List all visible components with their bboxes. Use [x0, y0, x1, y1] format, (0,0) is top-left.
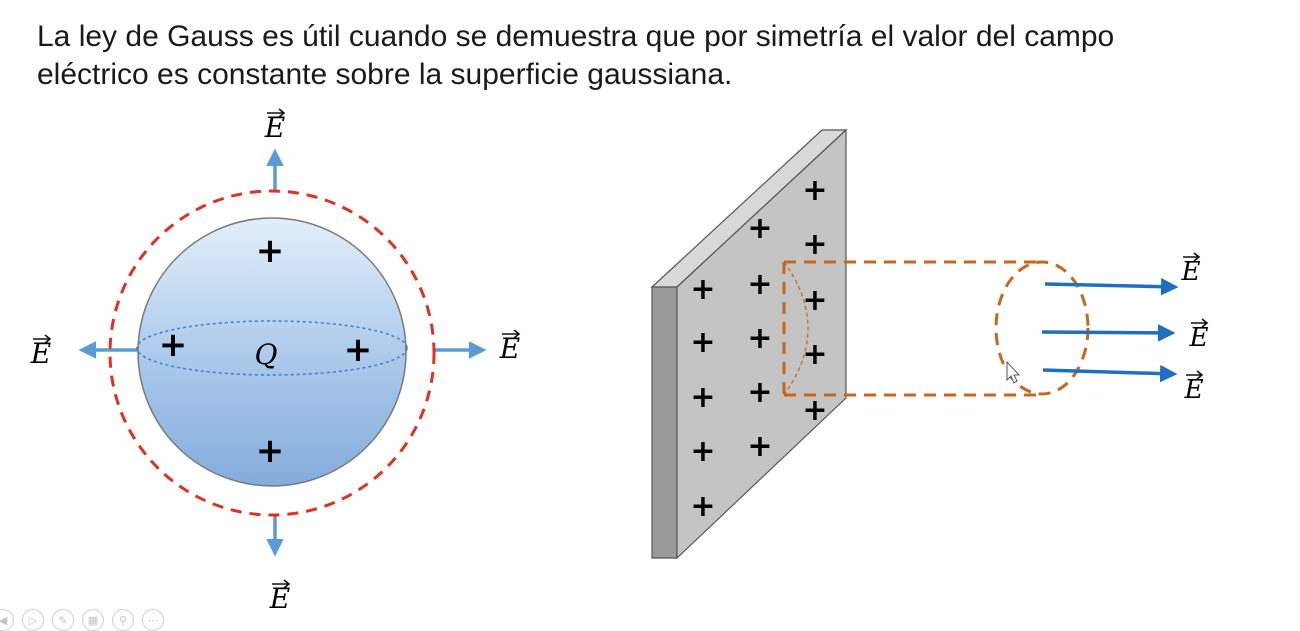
field-label-right: E [499, 329, 521, 365]
intro-text: La ley de Gauss es útil cuando se demues… [37, 18, 1287, 94]
plate-side-edge [651, 286, 678, 559]
intro-line-1: La ley de Gauss es útil cuando se demues… [37, 20, 1115, 53]
svg-text:E: E [1181, 257, 1201, 287]
cylinder-end-cap [994, 260, 1090, 396]
plate-field-label: E [1189, 318, 1209, 353]
zoom-icon[interactable]: ⚲ [112, 609, 134, 631]
svg-text:E: E [269, 582, 290, 615]
plus-charge: + [747, 375, 772, 410]
sphere-equator [136, 320, 408, 376]
field-label-bottom: E [269, 579, 291, 615]
charged-plate-figure: + + + + + + + + + + + + + + + [650, 128, 1209, 560]
plate-face [676, 128, 847, 560]
plus-charge: + [690, 272, 715, 307]
svg-text:E: E [1189, 323, 1209, 353]
field-label-top: E [264, 108, 286, 144]
play-icon[interactable]: ▷ [22, 609, 44, 631]
plate-charges: + + + + + + + + + + + + + + + [690, 173, 827, 524]
plate-field-arrow [1044, 277, 1179, 296]
gaussian-cylinder [782, 260, 1090, 397]
slides-icon[interactable]: ▦ [82, 609, 104, 631]
plus-charge: + [747, 267, 772, 302]
plus-charge: + [802, 283, 827, 318]
plus-charge: + [690, 380, 715, 415]
plate-field-arrow [1042, 364, 1178, 383]
gaussian-sphere [108, 189, 436, 517]
plus-charge: + [256, 231, 285, 271]
plus-charge: + [690, 325, 715, 360]
plus-charge: + [344, 330, 373, 370]
charged-sphere [137, 217, 407, 487]
plus-charge: + [690, 489, 715, 524]
plus-charge: + [802, 227, 827, 262]
svg-text:E: E [499, 332, 520, 365]
svg-text:E: E [30, 337, 51, 370]
charge-label: Q [255, 338, 278, 371]
plate-field-arrow [1041, 324, 1176, 342]
field-label-left: E [30, 334, 52, 370]
plus-charge: + [256, 431, 285, 471]
slideshow-toolbar: ◀ ▷ ✎ ▦ ⚲ ⋯ [0, 609, 164, 631]
plate-field-label: E [1181, 252, 1201, 287]
charged-sphere-figure: + + + + Q E E E E [30, 108, 521, 615]
plus-charge: + [747, 429, 772, 464]
plus-charge: + [159, 325, 188, 365]
mouse-cursor-icon [1006, 360, 1021, 384]
plus-charge: + [690, 434, 715, 469]
plus-charge: + [802, 173, 827, 208]
svg-text:E: E [264, 111, 285, 144]
previous-icon[interactable]: ◀ [0, 609, 14, 631]
plus-charge: + [802, 393, 827, 428]
pen-icon[interactable]: ✎ [52, 609, 74, 631]
svg-text:E: E [1184, 375, 1204, 405]
plate-field-label: E [1184, 370, 1204, 405]
plus-charge: + [747, 321, 772, 356]
more-icon[interactable]: ⋯ [142, 609, 164, 631]
plus-charge: + [747, 211, 772, 246]
plus-charge: + [802, 337, 827, 372]
intro-line-2: eléctrico es constante sobre la superfic… [37, 58, 733, 91]
